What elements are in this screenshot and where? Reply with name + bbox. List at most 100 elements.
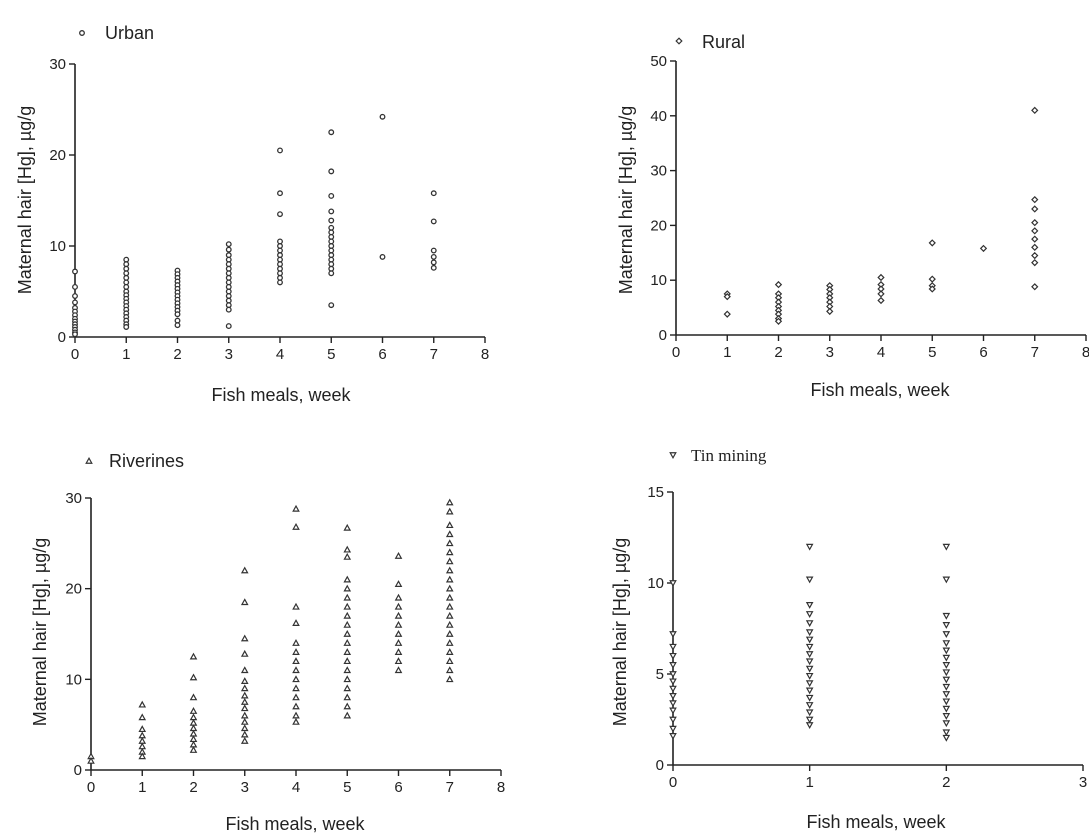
data-point xyxy=(445,648,454,655)
data-point xyxy=(669,662,677,669)
data-point xyxy=(928,239,936,247)
data-point xyxy=(942,640,951,648)
panel-rural: Rural Maternal hair [Hg], µg/g Fish meal… xyxy=(616,32,1089,400)
data-point xyxy=(343,552,352,560)
data-point xyxy=(445,566,454,574)
data-point xyxy=(723,292,731,301)
data-point xyxy=(292,639,300,646)
data-point xyxy=(445,620,454,628)
data-point xyxy=(445,498,454,506)
legend-tin-mining: Tin mining xyxy=(669,446,767,465)
y-tick-label: 10 xyxy=(65,671,82,688)
x-tick-label: 2 xyxy=(173,346,181,363)
data-point xyxy=(72,331,78,338)
data-point xyxy=(805,543,814,551)
data-point xyxy=(343,675,352,683)
data-point xyxy=(328,129,335,136)
y-tick-label: 0 xyxy=(656,757,664,774)
x-tick-label: 5 xyxy=(928,344,936,361)
x-tick-label: 4 xyxy=(276,346,284,363)
data-point xyxy=(805,722,814,729)
data-point xyxy=(72,299,78,306)
data-point xyxy=(292,619,300,626)
data-point xyxy=(240,634,249,642)
x-tick-label: 3 xyxy=(1079,774,1087,791)
panel-urban: Urban Maternal hair [Hg], µg/g Fish meal… xyxy=(15,23,489,405)
data-point xyxy=(343,545,352,553)
data-point xyxy=(394,611,403,619)
data-point xyxy=(805,694,814,702)
data-point xyxy=(1031,195,1039,204)
data-point xyxy=(138,713,147,721)
data-point xyxy=(445,584,454,592)
x-axis-label-rural: Fish meals, week xyxy=(810,380,950,400)
data-point xyxy=(240,730,249,738)
data-point xyxy=(445,639,454,646)
data-point xyxy=(942,622,951,629)
data-point xyxy=(805,665,814,673)
legend-marker-urban xyxy=(79,30,85,36)
data-point xyxy=(394,639,403,646)
data-point xyxy=(394,648,403,655)
data-point xyxy=(277,211,283,218)
y-tick-label: 20 xyxy=(65,581,82,598)
data-point xyxy=(942,705,951,713)
data-point xyxy=(292,648,300,655)
panel-tin-mining: Tin mining Maternal hair [Hg], µg/g Fish… xyxy=(610,446,1087,832)
data-point xyxy=(138,752,147,760)
data-point xyxy=(805,620,814,628)
data-point xyxy=(445,611,454,619)
x-tick-label: 1 xyxy=(805,774,813,791)
data-point xyxy=(669,678,677,686)
data-point xyxy=(669,692,677,700)
data-point xyxy=(225,241,232,248)
data-point xyxy=(942,654,951,662)
data-point xyxy=(277,190,283,197)
x-tick-label: 0 xyxy=(87,779,95,796)
data-point xyxy=(430,259,437,266)
data-point xyxy=(805,702,814,709)
data-point xyxy=(240,736,249,744)
y-tick-label: 0 xyxy=(58,329,66,346)
data-point xyxy=(240,649,249,657)
data-point xyxy=(445,530,454,538)
y-tick-label: 40 xyxy=(650,108,667,125)
data-point xyxy=(877,273,885,282)
data-point xyxy=(394,666,403,674)
legend-label-riverines: Riverines xyxy=(109,451,184,471)
data-point xyxy=(277,147,283,154)
x-tick-label: 0 xyxy=(672,344,680,361)
data-point xyxy=(805,651,814,659)
data-point xyxy=(942,647,951,655)
data-point xyxy=(225,246,232,253)
data-point xyxy=(189,652,198,660)
data-point xyxy=(942,698,951,706)
data-point xyxy=(225,306,232,313)
y-tick-label: 20 xyxy=(49,147,66,164)
data-point xyxy=(774,317,783,325)
data-point xyxy=(669,700,677,708)
x-tick-label: 6 xyxy=(378,346,386,363)
data-point xyxy=(1031,106,1039,114)
data-point xyxy=(723,310,731,318)
data-point xyxy=(942,631,951,638)
data-point xyxy=(805,576,814,584)
data-point xyxy=(240,704,249,712)
x-tick-label: 3 xyxy=(241,779,249,796)
data-point xyxy=(72,284,78,290)
panel-riverines: Riverines Maternal hair [Hg], µg/g Fish … xyxy=(30,451,505,834)
data-point xyxy=(445,557,454,565)
data-point xyxy=(292,657,300,665)
data-point xyxy=(942,720,951,728)
data-point xyxy=(292,711,300,719)
y-tick-label: 10 xyxy=(647,575,664,592)
data-point xyxy=(328,192,335,199)
legend-marker-symbol xyxy=(85,456,93,464)
data-point xyxy=(805,629,814,637)
data-point xyxy=(774,280,783,289)
data-point xyxy=(343,629,352,637)
x-tick-label: 4 xyxy=(292,779,300,796)
data-point xyxy=(292,602,300,610)
data-point xyxy=(394,629,403,637)
